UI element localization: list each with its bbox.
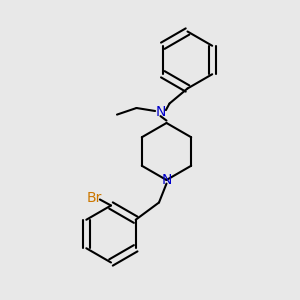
Text: N: N — [155, 106, 166, 119]
Text: Br: Br — [87, 191, 102, 205]
Text: N: N — [161, 173, 172, 187]
